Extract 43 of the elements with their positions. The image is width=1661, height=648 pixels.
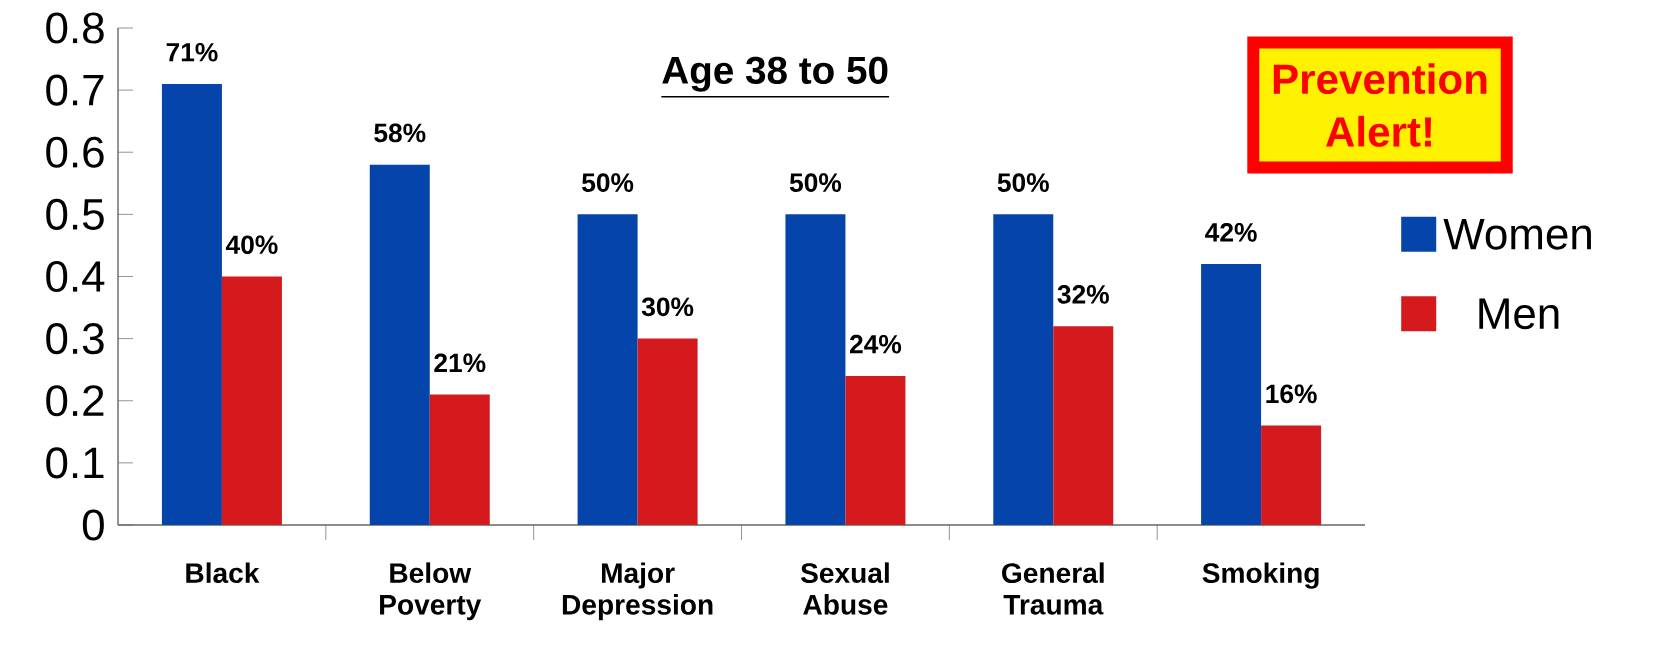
- data-label: 16%: [1266, 384, 1317, 404]
- y-tick-label: 0.5: [46, 198, 104, 230]
- bar: [785, 214, 846, 525]
- bar: [221, 276, 282, 525]
- data-label: 30%: [641, 297, 694, 317]
- x-tick-label: Sexual Abuse: [800, 562, 889, 615]
- bar: [845, 375, 906, 525]
- bar: [429, 394, 490, 525]
- y-tick-label: 0.2: [46, 385, 104, 417]
- y-tick-label: 0.1: [46, 447, 104, 479]
- bar: [637, 338, 698, 525]
- bar: [1261, 425, 1322, 525]
- data-label: 50%: [582, 173, 634, 192]
- x-tick-label: Major Depression: [562, 562, 713, 621]
- y-tick-label: 0.3: [46, 323, 104, 355]
- y-tick-label: 0.7: [46, 74, 104, 106]
- y-tick-label: 0.6: [46, 136, 104, 168]
- data-label: 58%: [374, 123, 426, 143]
- x-tick-label: Smoking: [1202, 562, 1319, 589]
- legend-label: Men: [1479, 298, 1559, 330]
- annotation: Prevention Alert!: [1273, 63, 1487, 147]
- bar: [577, 214, 638, 525]
- x-tick-label: General Trauma: [1002, 562, 1104, 615]
- legend-label: Women: [1443, 218, 1591, 250]
- data-label: 32%: [1057, 285, 1109, 304]
- bar: [993, 214, 1054, 525]
- data-label: 71%: [166, 42, 218, 62]
- bar: [369, 164, 430, 525]
- x-tick-label: Black: [186, 562, 260, 584]
- data-label: 50%: [789, 173, 842, 192]
- bar: [161, 83, 222, 525]
- bar: [1053, 326, 1114, 525]
- y-tick-label: 0.8: [46, 12, 104, 44]
- data-label: 24%: [849, 334, 902, 354]
- y-tick-label: 0.4: [46, 260, 105, 293]
- text: Age 38 to 50: [662, 56, 888, 92]
- data-label: 40%: [225, 235, 278, 255]
- x-tick-label: Below Poverty: [380, 562, 482, 621]
- data-label: 21%: [434, 353, 486, 373]
- data-label: 50%: [997, 173, 1049, 192]
- bar: [1201, 264, 1262, 525]
- y-tick-label: 0: [82, 509, 104, 541]
- data-label: 42%: [1205, 223, 1257, 242]
